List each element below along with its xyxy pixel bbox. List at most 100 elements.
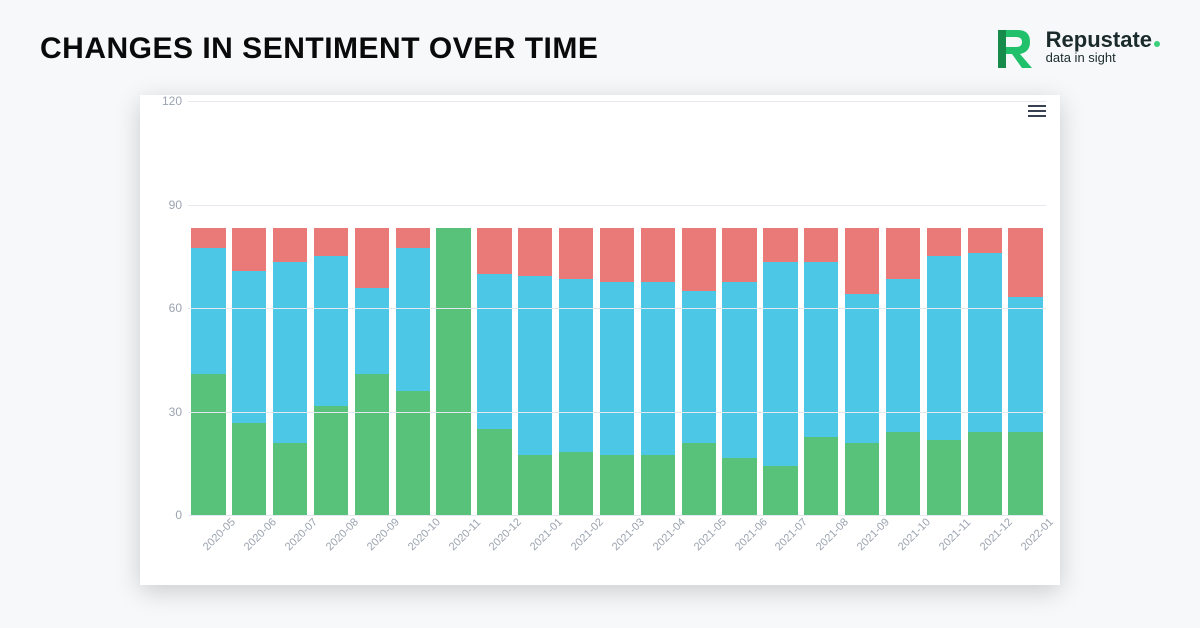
x-axis-tick: 2021-12 <box>978 516 1015 553</box>
negative-segment <box>968 228 1002 254</box>
negative-segment <box>355 228 389 288</box>
x-axis-tick: 2020-08 <box>324 516 361 553</box>
gridline <box>188 205 1046 206</box>
positive-segment <box>191 374 225 515</box>
positive-segment <box>804 437 838 515</box>
negative-segment <box>886 228 920 280</box>
page-title: CHANGES IN SENTIMENT OVER TIME <box>40 32 598 66</box>
positive-segment <box>396 391 430 515</box>
x-axis-tick: 2022-01 <box>1019 516 1056 553</box>
positive-segment <box>886 432 920 515</box>
stacked-bar[interactable] <box>600 170 634 515</box>
stacked-bar[interactable] <box>232 170 266 515</box>
x-axis-tick: 2021-01 <box>528 516 565 553</box>
neutral-segment <box>232 271 266 423</box>
positive-segment <box>559 452 593 515</box>
positive-segment <box>232 423 266 515</box>
stacked-bar[interactable] <box>191 170 225 515</box>
stacked-bar[interactable] <box>763 170 797 515</box>
stacked-bar[interactable] <box>477 170 511 515</box>
chart-card: 2020-052020-062020-072020-082020-092020-… <box>140 95 1060 585</box>
x-axis-tick: 2020-06 <box>242 516 279 553</box>
neutral-segment <box>396 248 430 392</box>
x-axis-tick: 2020-12 <box>487 516 524 553</box>
negative-segment <box>477 228 511 274</box>
neutral-segment <box>477 274 511 429</box>
stacked-bar[interactable] <box>314 170 348 515</box>
brand-mark-icon <box>992 24 1036 68</box>
negative-segment <box>641 228 675 283</box>
positive-segment <box>1008 432 1042 515</box>
positive-segment <box>355 374 389 515</box>
stacked-bar[interactable] <box>845 170 879 515</box>
stacked-bar[interactable] <box>518 170 552 515</box>
stacked-bar[interactable] <box>804 170 838 515</box>
stacked-bar[interactable] <box>886 170 920 515</box>
stacked-bar[interactable] <box>682 170 716 515</box>
stacked-bar[interactable] <box>927 170 961 515</box>
gridline <box>188 308 1046 309</box>
negative-segment <box>804 228 838 263</box>
gridline <box>188 101 1046 102</box>
chart-plot-area: 2020-052020-062020-072020-082020-092020-… <box>188 101 1046 515</box>
x-axis-tick: 2021-02 <box>569 516 606 553</box>
positive-segment <box>600 455 634 515</box>
stacked-bar[interactable] <box>559 170 593 515</box>
stacked-bar[interactable] <box>641 170 675 515</box>
negative-segment <box>722 228 756 283</box>
x-axis-tick: 2021-07 <box>773 516 810 553</box>
x-axis-tick: 2021-11 <box>937 517 973 553</box>
negative-segment <box>845 228 879 294</box>
neutral-segment <box>886 279 920 431</box>
y-axis-tick: 120 <box>152 94 182 108</box>
x-axis-tick: 2020-09 <box>365 516 402 553</box>
neutral-segment <box>191 248 225 375</box>
positive-segment <box>722 458 756 516</box>
stacked-bar[interactable] <box>722 170 756 515</box>
brand-name: Repustate <box>1046 28 1160 51</box>
neutral-segment <box>763 262 797 466</box>
negative-segment <box>518 228 552 277</box>
x-axis-tick: 2021-09 <box>855 516 892 553</box>
gridline <box>188 412 1046 413</box>
positive-segment <box>477 429 511 515</box>
neutral-segment <box>314 256 348 406</box>
stacked-bar[interactable] <box>355 170 389 515</box>
y-axis-tick: 90 <box>152 198 182 212</box>
negative-segment <box>314 228 348 257</box>
stacked-bar[interactable] <box>1008 170 1042 515</box>
stacked-bar[interactable] <box>273 170 307 515</box>
x-axis-tick: 2020-05 <box>201 516 238 553</box>
stacked-bar[interactable] <box>436 170 470 515</box>
y-axis-tick: 30 <box>152 405 182 419</box>
gridline <box>188 515 1046 516</box>
positive-segment <box>968 432 1002 515</box>
negative-segment <box>1008 228 1042 297</box>
negative-segment <box>927 228 961 257</box>
x-axis-tick: 2021-03 <box>610 516 647 553</box>
positive-segment <box>682 443 716 515</box>
stacked-bar[interactable] <box>968 170 1002 515</box>
brand-tagline: data in sight <box>1046 51 1160 65</box>
positive-segment <box>436 228 470 516</box>
y-axis-tick: 0 <box>152 508 182 522</box>
stacked-bar[interactable] <box>396 170 430 515</box>
negative-segment <box>232 228 266 271</box>
x-axis-tick: 2021-08 <box>814 516 851 553</box>
neutral-segment <box>968 253 1002 431</box>
x-axis-tick: 2021-04 <box>651 516 688 553</box>
negative-segment <box>273 228 307 263</box>
brand-logo: Repustate data in sight <box>992 24 1160 68</box>
positive-segment <box>927 440 961 515</box>
neutral-segment <box>845 294 879 444</box>
negative-segment <box>559 228 593 280</box>
neutral-segment <box>559 279 593 452</box>
positive-segment <box>763 466 797 515</box>
positive-segment <box>845 443 879 515</box>
x-axis-tick: 2021-10 <box>896 516 933 553</box>
negative-segment <box>191 228 225 248</box>
neutral-segment <box>273 262 307 443</box>
neutral-segment <box>927 256 961 440</box>
positive-segment <box>641 455 675 515</box>
x-axis-tick: 2020-11 <box>447 517 483 553</box>
